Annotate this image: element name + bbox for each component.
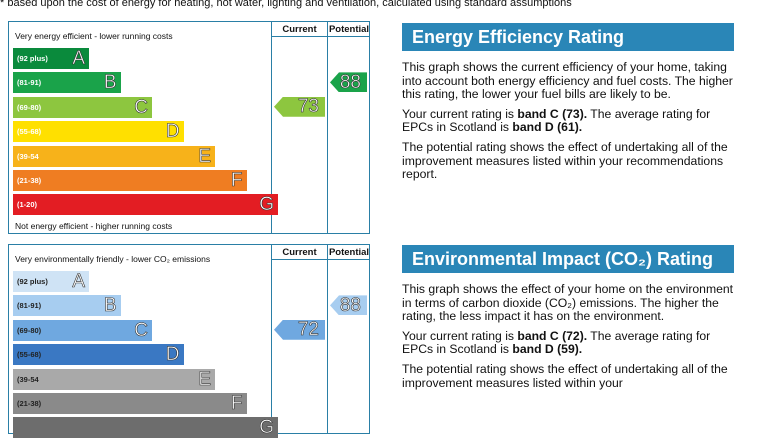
- potential-rating-arrow: 88: [330, 71, 367, 93]
- band-letter: F: [230, 393, 243, 414]
- energy-description: This graph shows the current efficiency …: [402, 60, 733, 102]
- band-range-label: (55-68): [17, 350, 42, 360]
- current-rating-arrow: 72: [274, 319, 325, 341]
- env-potential-text: The potential rating shows the effect of…: [402, 361, 728, 390]
- environmental-impact-chart: Current Potential Very environmentally f…: [8, 244, 370, 438]
- energy-current-rating-text: Your current rating is band C (73). The …: [402, 106, 711, 135]
- band-letter: E: [198, 368, 211, 390]
- band-range-label: (69-80): [17, 325, 42, 335]
- band-c: (69-80) C: [13, 319, 152, 341]
- band-letter: B: [103, 295, 117, 317]
- band-c: (69-80) C: [13, 96, 152, 118]
- potential-rating-value: 88: [339, 294, 362, 316]
- band-d: (55-68) D: [13, 121, 184, 143]
- band-range-label: (21-38): [17, 176, 42, 185]
- energy-efficiency-heading: Energy Efficiency Rating: [402, 23, 734, 51]
- energy-potential-text: The potential rating shows the effect of…: [402, 139, 728, 182]
- energy-efficiency-panel: Energy Efficiency Rating This graph show…: [402, 23, 734, 182]
- top-caption: Very environmentally friendly - lower CO…: [15, 254, 211, 264]
- band-range-label: (1-20): [17, 200, 38, 210]
- band-letter: G: [259, 194, 274, 216]
- band-f: (21-38) F: [13, 393, 247, 414]
- current-column-header: Current: [282, 23, 317, 35]
- band-letter: A: [72, 271, 85, 292]
- band-g: G: [13, 417, 278, 438]
- band-e: (39-54 E: [13, 145, 215, 167]
- energy-efficiency-chart: Current Potential Very energy efficient …: [8, 21, 370, 234]
- band-d: (55-68) D: [13, 344, 184, 366]
- band-range-label: (81-91): [17, 301, 42, 311]
- band-letter: D: [165, 344, 180, 366]
- potential-column-header: Potential: [328, 246, 370, 258]
- band-letter: G: [259, 417, 274, 438]
- band-f: (21-38) F: [13, 170, 247, 191]
- potential-rating-arrow: 88: [330, 294, 367, 316]
- band-range-label: (92 plus): [17, 277, 48, 286]
- band-letter: A: [72, 48, 85, 69]
- current-column-header: Current: [282, 246, 317, 258]
- potential-column-header: Potential: [328, 23, 370, 35]
- band-letter: C: [134, 96, 148, 118]
- band-letter: E: [198, 145, 211, 167]
- environmental-impact-panel: Environmental Impact (CO₂) Rating This g…: [402, 245, 734, 390]
- band-letter: D: [165, 121, 180, 143]
- band-e: (39-54 E: [13, 368, 215, 390]
- band-range-label: (39-54: [17, 151, 39, 161]
- environmental-impact-heading: Environmental Impact (CO₂) Rating: [402, 245, 734, 273]
- band-letter: F: [230, 170, 243, 191]
- band-a: (92 plus) A: [13, 271, 89, 292]
- top-caption: Very energy efficient - lower running co…: [15, 31, 173, 41]
- band-b: (81-91) B: [13, 72, 121, 94]
- bottom-caption: Not energy efficient - higher running co…: [15, 221, 173, 231]
- band-g: (1-20) G: [13, 194, 278, 216]
- band-letter: C: [134, 319, 148, 341]
- current-rating-value: 72: [297, 319, 320, 341]
- footnote: * based upon the cost of energy for heat…: [0, 0, 572, 9]
- band-range-label: (21-38): [17, 399, 42, 408]
- band-range-label: (69-80): [17, 102, 42, 112]
- band-a: (92 plus) A: [13, 48, 89, 69]
- current-rating-arrow: 73: [274, 96, 325, 118]
- band-range-label: (55-68): [17, 127, 42, 137]
- env-description: This graph shows the effect of your home…: [402, 282, 734, 324]
- band-range-label: (39-54: [17, 374, 39, 384]
- band-letter: B: [103, 72, 117, 94]
- env-current-rating-text: Your current rating is band C (72). The …: [402, 328, 711, 357]
- band-range-label: (92 plus): [17, 54, 48, 63]
- band-range-label: (81-91): [17, 78, 42, 88]
- potential-rating-value: 88: [339, 71, 362, 93]
- band-b: (81-91) B: [13, 295, 121, 317]
- current-rating-value: 73: [297, 96, 320, 118]
